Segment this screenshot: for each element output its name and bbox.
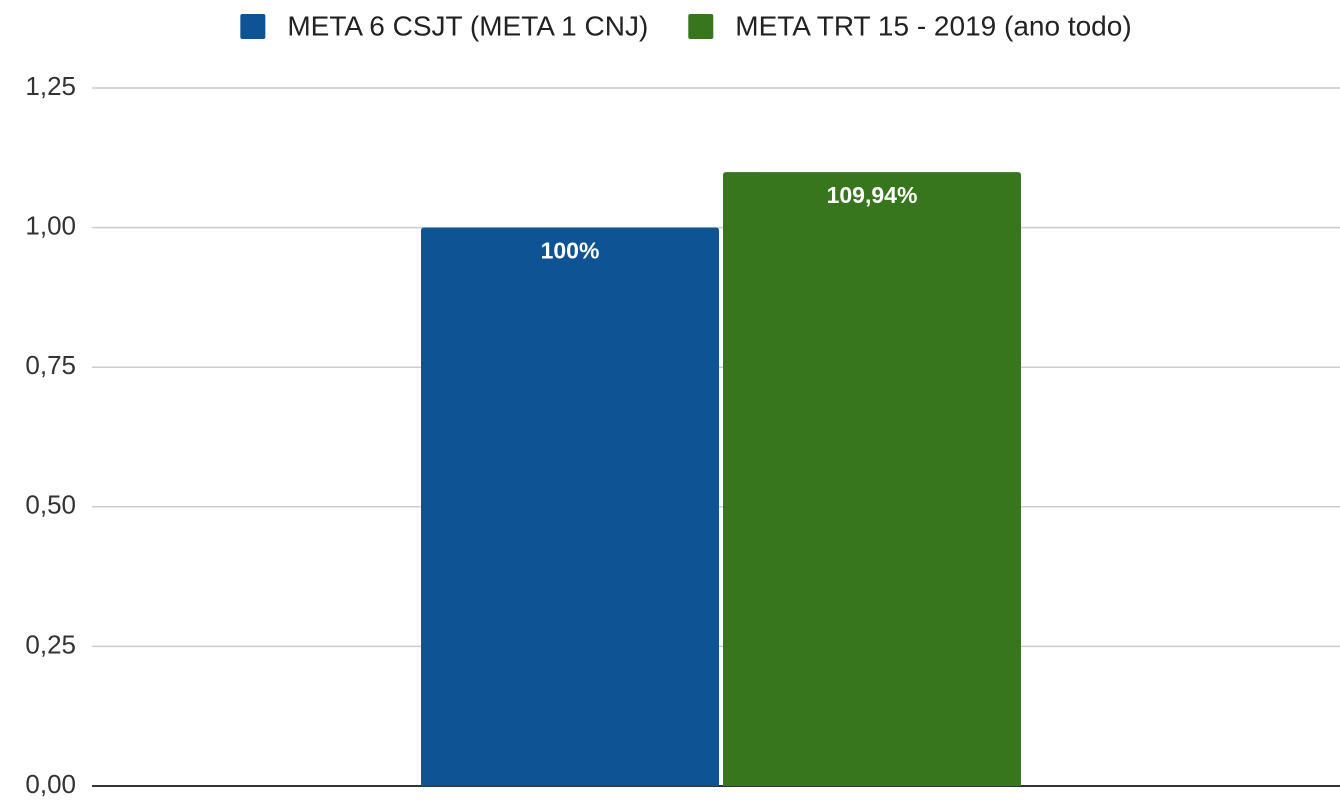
y-tick-label: 0,25: [25, 629, 76, 659]
y-tick-label: 1,25: [25, 71, 76, 101]
y-tick-label: 0,00: [25, 769, 76, 799]
legend-label: META 6 CSJT (META 1 CNJ): [287, 10, 648, 41]
y-tick-label: 0,75: [25, 350, 76, 380]
bar: [421, 227, 719, 787]
legend-swatch: [688, 14, 714, 39]
bar: [723, 172, 1021, 787]
value-label: 109,94%: [827, 182, 918, 208]
value-label: 100%: [541, 238, 600, 264]
legend: META 6 CSJT (META 1 CNJ) META TRT 15 - 20…: [240, 10, 1132, 41]
y-tick-label: 0,50: [25, 490, 76, 520]
legend-label: META TRT 15 - 2019 (ano todo): [735, 10, 1131, 41]
legend-swatch: [240, 14, 266, 39]
y-tick-label: 1,00: [25, 210, 76, 240]
